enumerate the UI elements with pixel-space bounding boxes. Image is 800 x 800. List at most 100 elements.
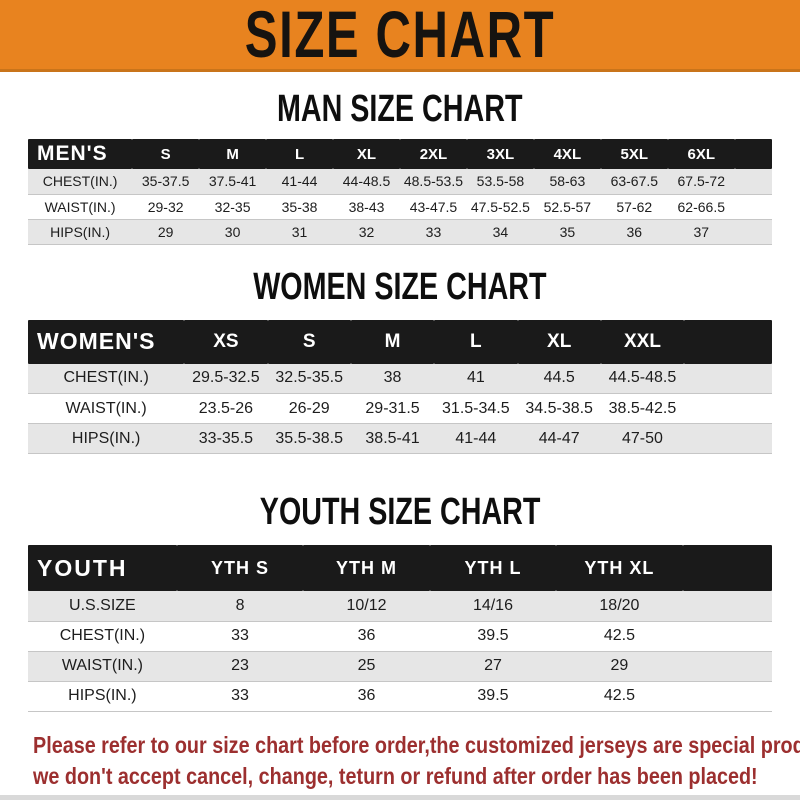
youth-cell-1-2: 39.5 bbox=[477, 627, 509, 644]
youth-row-label-0: U.S.SIZE bbox=[69, 596, 136, 614]
youth-cell-1-3: 42.5 bbox=[603, 627, 635, 644]
men-row-2: HIPS(IN.) 29 30 31 32 33 34 35 36 37 bbox=[28, 219, 772, 244]
youth-cell-2-2: 27 bbox=[484, 657, 502, 674]
men-cell-2-0: 29 bbox=[157, 223, 174, 240]
men-size-col-0: S bbox=[160, 145, 171, 163]
size-chart-banner: SIZE CHART bbox=[0, 0, 800, 72]
men-cell-1-8: 62-66.5 bbox=[677, 198, 725, 215]
men-row-label-2: HIPS(IN.) bbox=[50, 223, 111, 240]
youth-cell-3-1: 36 bbox=[357, 687, 376, 704]
women-section-heading: WOMEN SIZE CHART bbox=[0, 265, 800, 309]
women-table-label: WOMEN'S bbox=[37, 328, 156, 354]
women-cell-1-3: 31.5-34.5 bbox=[442, 399, 510, 417]
men-table-label: MEN'S bbox=[37, 142, 108, 165]
men-header-row: MEN'S S M L XL 2XL 3XL 4XL 5XL 6XL bbox=[28, 139, 772, 169]
women-row-2: HIPS(IN.) 33-35.5 35.5-38.5 38.5-41 41-44 44-… bbox=[28, 423, 772, 454]
disclaimer: Please refer to our size chart before or… bbox=[0, 730, 800, 792]
women-cell-0-1: 32.5-35.5 bbox=[275, 369, 344, 387]
women-size-col-4: XL bbox=[547, 330, 572, 352]
women-cell-1-2: 29-31.5 bbox=[365, 399, 420, 417]
men-size-col-2: L bbox=[294, 145, 305, 163]
women-cell-2-3: 41-44 bbox=[455, 429, 497, 447]
youth-cell-3-2: 39.5 bbox=[477, 687, 509, 704]
youth-section-heading: YOUTH SIZE CHART bbox=[0, 490, 800, 534]
women-cell-1-4: 34.5-38.5 bbox=[525, 399, 593, 417]
youth-cell-2-1: 25 bbox=[357, 657, 376, 674]
youth-cell-0-1: 10/12 bbox=[346, 596, 387, 614]
youth-row-1: CHEST(IN.) 33 36 39.5 42.5 bbox=[28, 621, 772, 651]
men-heading-text: MAN SIZE CHART bbox=[277, 87, 523, 130]
youth-cell-1-1: 36 bbox=[357, 627, 376, 644]
men-cell-2-7: 36 bbox=[626, 223, 643, 240]
women-cell-0-5: 44.5-48.5 bbox=[608, 369, 677, 387]
women-cell-1-5: 38.5-42.5 bbox=[608, 399, 677, 417]
men-row-label-1: WAIST(IN.) bbox=[44, 198, 116, 215]
women-section: WOMEN SIZE CHART WOMEN'S XS S M L XL XXL CHEST(… bbox=[0, 265, 800, 455]
women-row-label-1: WAIST(IN.) bbox=[65, 399, 147, 417]
women-cell-2-1: 35.5-38.5 bbox=[275, 429, 344, 447]
women-cell-2-2: 38.5-41 bbox=[365, 429, 420, 447]
men-section-heading: MAN SIZE CHART bbox=[0, 87, 800, 131]
men-cell-2-4: 33 bbox=[425, 223, 442, 240]
youth-row-label-3: HIPS(IN.) bbox=[68, 687, 137, 704]
youth-table-label: YOUTH bbox=[37, 554, 128, 581]
women-cell-2-4: 44-47 bbox=[538, 429, 580, 447]
women-row-0: CHEST(IN.) 29.5-32.5 32.5-35.5 38 41 44.5 44.5… bbox=[28, 363, 772, 394]
men-header-spacer bbox=[735, 139, 772, 169]
men-cell-2-6: 35 bbox=[559, 223, 576, 240]
women-cell-1-1: 26-29 bbox=[288, 399, 330, 417]
men-size-col-5: 3XL bbox=[486, 145, 515, 163]
men-row-1: WAIST(IN.) 29-32 32-35 35-38 38-43 43-47.5 47.… bbox=[28, 194, 772, 219]
men-row-spacer-1 bbox=[735, 194, 772, 219]
men-cell-1-6: 52.5-57 bbox=[543, 198, 592, 215]
men-cell-0-1: 37.5-41 bbox=[208, 173, 257, 190]
youth-cell-2-0: 23 bbox=[231, 657, 249, 674]
men-cell-2-1: 30 bbox=[224, 223, 241, 240]
youth-cell-0-2: 14/16 bbox=[472, 596, 513, 614]
youth-size-col-1: YTH M bbox=[336, 557, 397, 578]
men-row-label-0: CHEST(IN.) bbox=[42, 173, 118, 190]
men-size-col-4: 2XL bbox=[419, 145, 448, 163]
youth-cell-2-3: 29 bbox=[610, 657, 629, 674]
men-cell-0-0: 35-37.5 bbox=[141, 173, 190, 190]
men-cell-0-3: 44-48.5 bbox=[342, 173, 391, 190]
youth-section: YOUTH SIZE CHART YOUTH YTH S YTH M YTH L YTH… bbox=[0, 490, 800, 712]
men-cell-1-7: 57-62 bbox=[616, 198, 653, 215]
women-cell-1-0: 23.5-26 bbox=[198, 399, 254, 417]
men-row-spacer-2 bbox=[735, 219, 772, 244]
women-size-col-5: XXL bbox=[623, 330, 661, 352]
men-cell-1-5: 47.5-52.5 bbox=[470, 198, 530, 215]
youth-row-label-1: CHEST(IN.) bbox=[59, 627, 146, 644]
women-size-table: WOMEN'S XS S M L XL XXL CHEST(IN.) 29.5-32.5 32.5… bbox=[28, 319, 772, 455]
women-header-row: WOMEN'S XS S M L XL XXL bbox=[28, 319, 772, 364]
men-cell-0-6: 58-63 bbox=[549, 173, 586, 190]
men-size-table: MEN'S S M L XL 2XL 3XL 4XL 5XL 6XL CHEST(IN.) 35-37… bbox=[28, 139, 772, 245]
men-cell-2-5: 34 bbox=[492, 223, 509, 240]
youth-row-spacer-2 bbox=[683, 651, 772, 681]
men-cell-1-2: 35-38 bbox=[281, 198, 318, 215]
men-size-col-1: M bbox=[226, 145, 239, 163]
women-size-col-0: XS bbox=[213, 330, 239, 352]
disclaimer-line-1: Please refer to our size chart before or… bbox=[33, 731, 800, 758]
youth-row-spacer-1 bbox=[683, 621, 772, 651]
men-cell-1-4: 43-47.5 bbox=[409, 198, 458, 215]
women-row-label-0: CHEST(IN.) bbox=[63, 369, 149, 387]
women-size-col-1: S bbox=[302, 330, 316, 352]
women-heading-text: WOMEN SIZE CHART bbox=[253, 264, 547, 308]
men-cell-2-8: 37 bbox=[693, 223, 710, 240]
women-cell-0-3: 41 bbox=[466, 369, 485, 387]
youth-cell-3-0: 33 bbox=[231, 687, 249, 704]
women-size-col-3: L bbox=[470, 330, 482, 352]
men-size-col-3: XL bbox=[356, 145, 377, 163]
men-row-0: CHEST(IN.) 35-37.5 37.5-41 41-44 44-48.5 48.5… bbox=[28, 169, 772, 194]
youth-size-col-2: YTH L bbox=[464, 557, 522, 578]
youth-cell-0-3: 18/20 bbox=[599, 596, 640, 614]
youth-row-spacer-0 bbox=[683, 591, 772, 621]
youth-row-3: HIPS(IN.) 33 36 39.5 42.5 bbox=[28, 681, 772, 711]
women-cell-0-0: 29.5-32.5 bbox=[192, 369, 260, 387]
men-cell-1-3: 38-43 bbox=[348, 198, 385, 215]
youth-header-spacer bbox=[683, 545, 772, 591]
women-size-col-2: M bbox=[384, 330, 401, 352]
women-cell-2-0: 33-35.5 bbox=[198, 429, 254, 447]
women-cell-0-4: 44.5 bbox=[543, 369, 575, 387]
